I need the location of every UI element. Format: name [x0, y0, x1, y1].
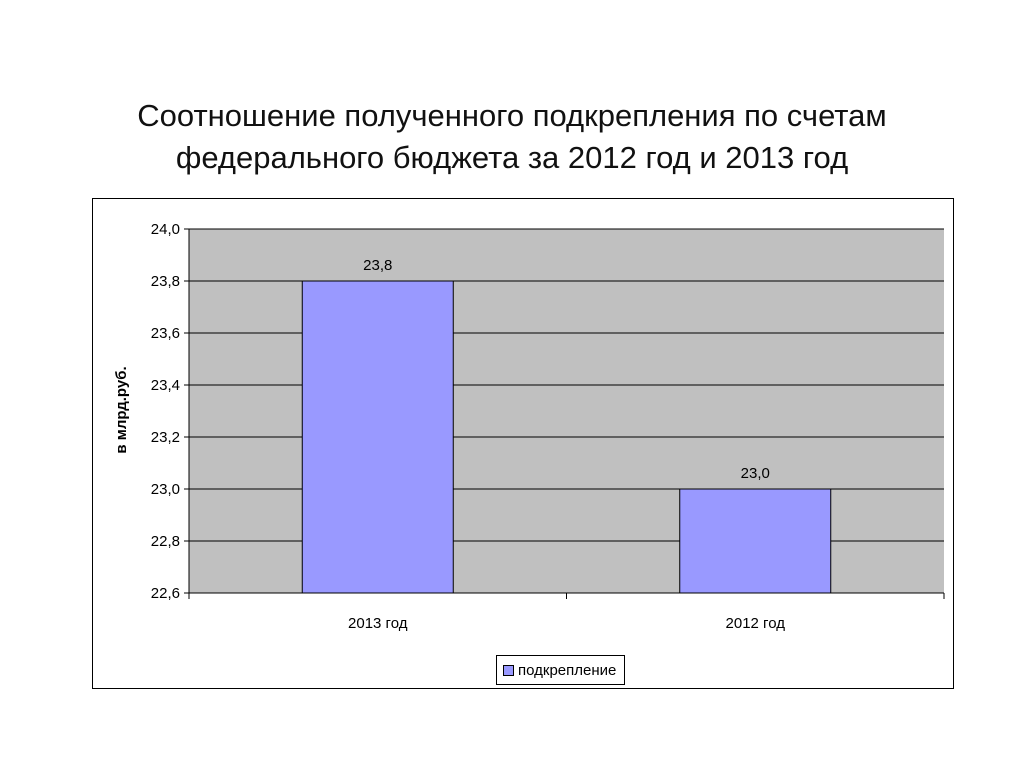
slide-title: Соотношение полученного подкрепления по …	[40, 95, 984, 179]
y-tick-label: 23,8	[151, 273, 180, 290]
legend-swatch	[503, 664, 514, 676]
y-tick-label: 23,6	[151, 325, 180, 342]
y-tick-label: 22,6	[151, 585, 180, 602]
bar	[679, 488, 832, 594]
x-tick-label: 2013 год	[348, 615, 408, 632]
bar	[301, 280, 454, 594]
legend-label: подкрепление	[518, 661, 617, 679]
slide-title-line-1: Соотношение полученного подкрепления по …	[137, 98, 887, 133]
y-tick-label: 24,0	[151, 221, 180, 238]
y-axis-title: в млрд.руб.	[113, 366, 130, 453]
x-tick-label: 2012 год	[726, 615, 786, 632]
data-label: 23,0	[741, 465, 770, 482]
legend: подкрепление	[496, 655, 626, 685]
data-label: 23,8	[363, 257, 392, 274]
y-tick-label: 23,0	[151, 481, 180, 498]
y-tick-label: 23,4	[151, 377, 180, 394]
slide-title-line-2: федерального бюджета за 2012 год и 2013 …	[175, 140, 849, 175]
y-tick-label: 22,8	[151, 533, 180, 550]
y-tick-label: 23,2	[151, 429, 180, 446]
